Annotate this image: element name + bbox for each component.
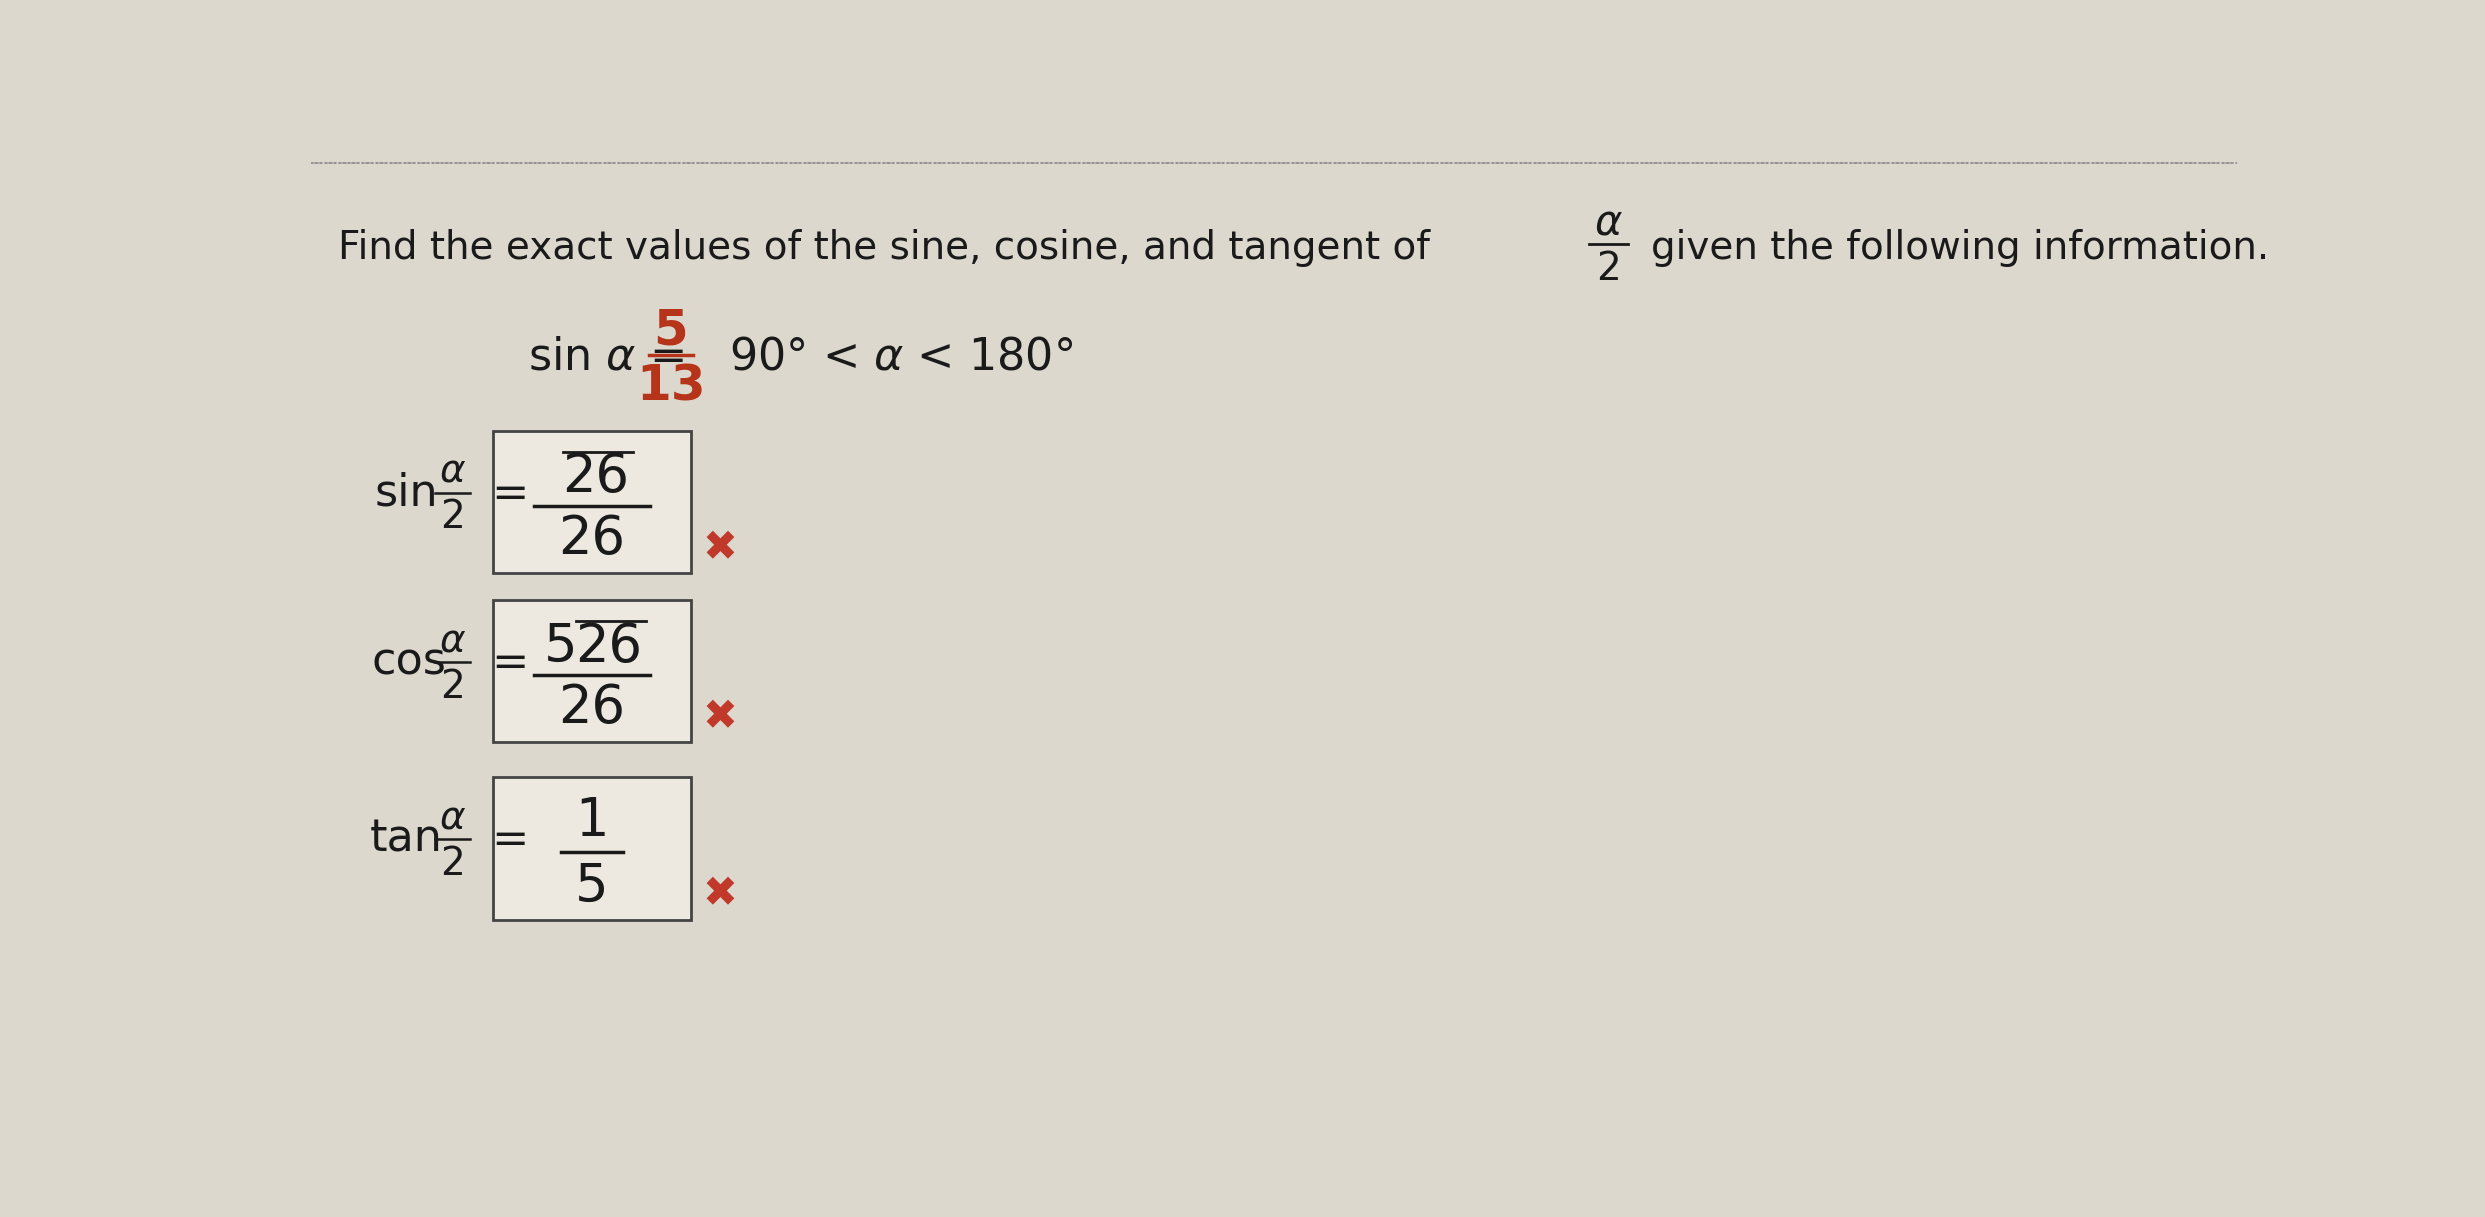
Text: =: = [492,643,529,685]
Text: 13: 13 [636,363,706,410]
Text: 2: 2 [1595,251,1620,288]
Text: 26: 26 [562,452,629,503]
Text: 1: 1 [574,796,609,847]
Text: ✖: ✖ [703,874,738,915]
Text: =: = [492,819,529,862]
Text: 2: 2 [440,668,465,706]
FancyBboxPatch shape [492,778,691,920]
Text: $\alpha$: $\alpha$ [1595,201,1623,243]
Text: $\alpha$: $\alpha$ [440,452,467,490]
Text: sin $\alpha$ =: sin $\alpha$ = [527,336,683,378]
Text: 26: 26 [559,512,626,565]
Text: 2: 2 [440,498,465,537]
Text: 26: 26 [559,683,626,734]
Text: tan: tan [370,818,442,860]
FancyBboxPatch shape [492,600,691,742]
Text: =: = [492,472,529,516]
Text: ✖: ✖ [703,696,738,739]
Text: $\alpha$: $\alpha$ [440,798,467,836]
Text: given the following information.: given the following information. [1653,229,2269,267]
Text: 26: 26 [577,621,644,673]
Text: 5: 5 [544,621,577,673]
Text: ✖: ✖ [703,527,738,570]
Text: 5: 5 [574,860,609,913]
Text: 2: 2 [440,845,465,882]
Text: $\alpha$: $\alpha$ [440,622,467,660]
FancyBboxPatch shape [492,431,691,573]
Text: 5: 5 [654,307,688,355]
Text: cos: cos [370,640,445,684]
Text: sin: sin [375,471,437,514]
Text: Find the exact values of the sine, cosine, and tangent of: Find the exact values of the sine, cosin… [338,229,1429,267]
Text: 90° < $\alpha$ < 180°: 90° < $\alpha$ < 180° [728,336,1074,378]
